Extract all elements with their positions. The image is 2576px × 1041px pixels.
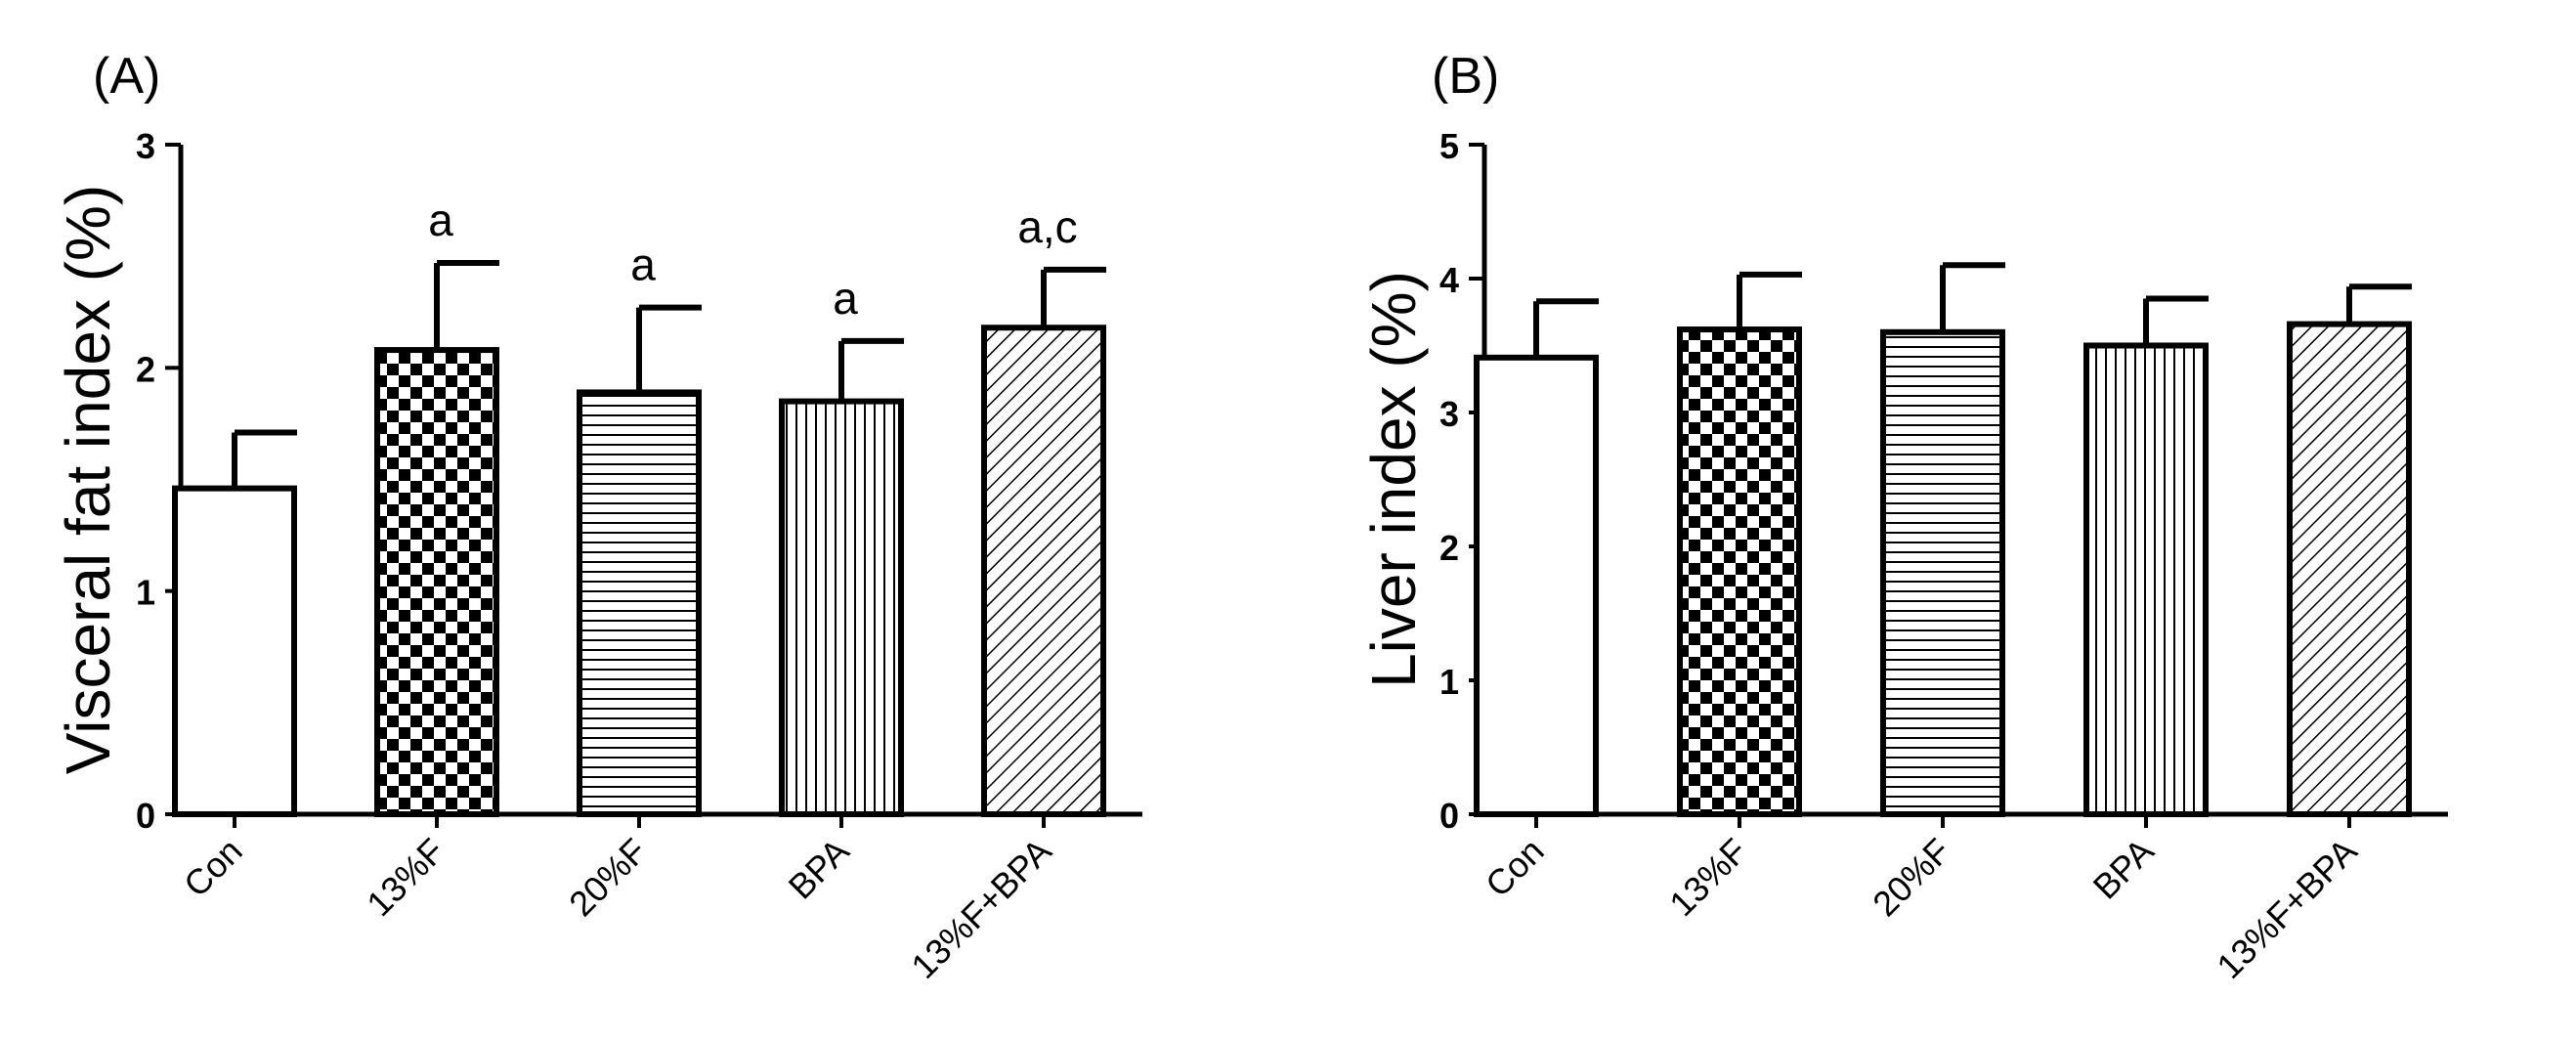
y-axis-label: Liver index (%)	[1358, 271, 1429, 688]
y-tick-label: 5	[1439, 126, 1459, 166]
bar	[172, 485, 297, 817]
bar	[2083, 342, 2209, 817]
y-tick-label: 2	[136, 349, 155, 389]
chart-panel-2: (B) Liver index (%) 0 1 2 3 4 5 Con 13%F 20%F BPA 13…	[1358, 48, 2448, 986]
y-axis-label: Visceral fat index (%)	[53, 185, 123, 775]
x-tick-label: Con	[1478, 831, 1552, 905]
bar	[981, 325, 1106, 817]
bar	[1474, 354, 1599, 817]
x-tick-label: BPA	[2085, 831, 2162, 907]
x-tick-label: 13%F+BPA	[2209, 831, 2364, 986]
chart-panel-1: (A) Visceral fat index (%) 0 1 2 3 Con a 13%F a 20…	[53, 48, 1142, 986]
x-tick-label: 13%F+BPA	[903, 831, 1058, 986]
bar	[779, 398, 904, 817]
significance-label: a	[833, 273, 858, 324]
y-tick-label: 1	[136, 573, 155, 613]
x-tick-label: 13%F	[359, 831, 451, 924]
y-tick-label: 3	[136, 126, 155, 166]
y-tick-label: 4	[1439, 260, 1459, 300]
y-tick-label: 1	[1439, 662, 1459, 702]
panel-label: (B)	[1432, 48, 1499, 105]
y-tick-label: 3	[1439, 394, 1459, 434]
bar	[1677, 326, 1802, 817]
y-tick-label: 0	[1439, 796, 1459, 836]
x-tick-label: 20%F	[561, 831, 654, 924]
bar	[1880, 328, 2005, 817]
significance-label: a,c	[1017, 201, 1077, 252]
y-tick-label: 0	[136, 796, 155, 836]
significance-label: a	[630, 239, 656, 290]
significance-label: a	[428, 195, 453, 245]
bar	[2287, 321, 2412, 817]
x-tick-label: 20%F	[1865, 831, 1957, 924]
bar	[577, 389, 702, 817]
y-tick-label: 2	[1439, 528, 1459, 568]
bar	[374, 347, 499, 817]
x-tick-label: Con	[176, 831, 250, 905]
x-tick-label: BPA	[781, 831, 857, 907]
x-tick-label: 13%F	[1661, 831, 1754, 924]
panel-label: (A)	[93, 48, 160, 105]
